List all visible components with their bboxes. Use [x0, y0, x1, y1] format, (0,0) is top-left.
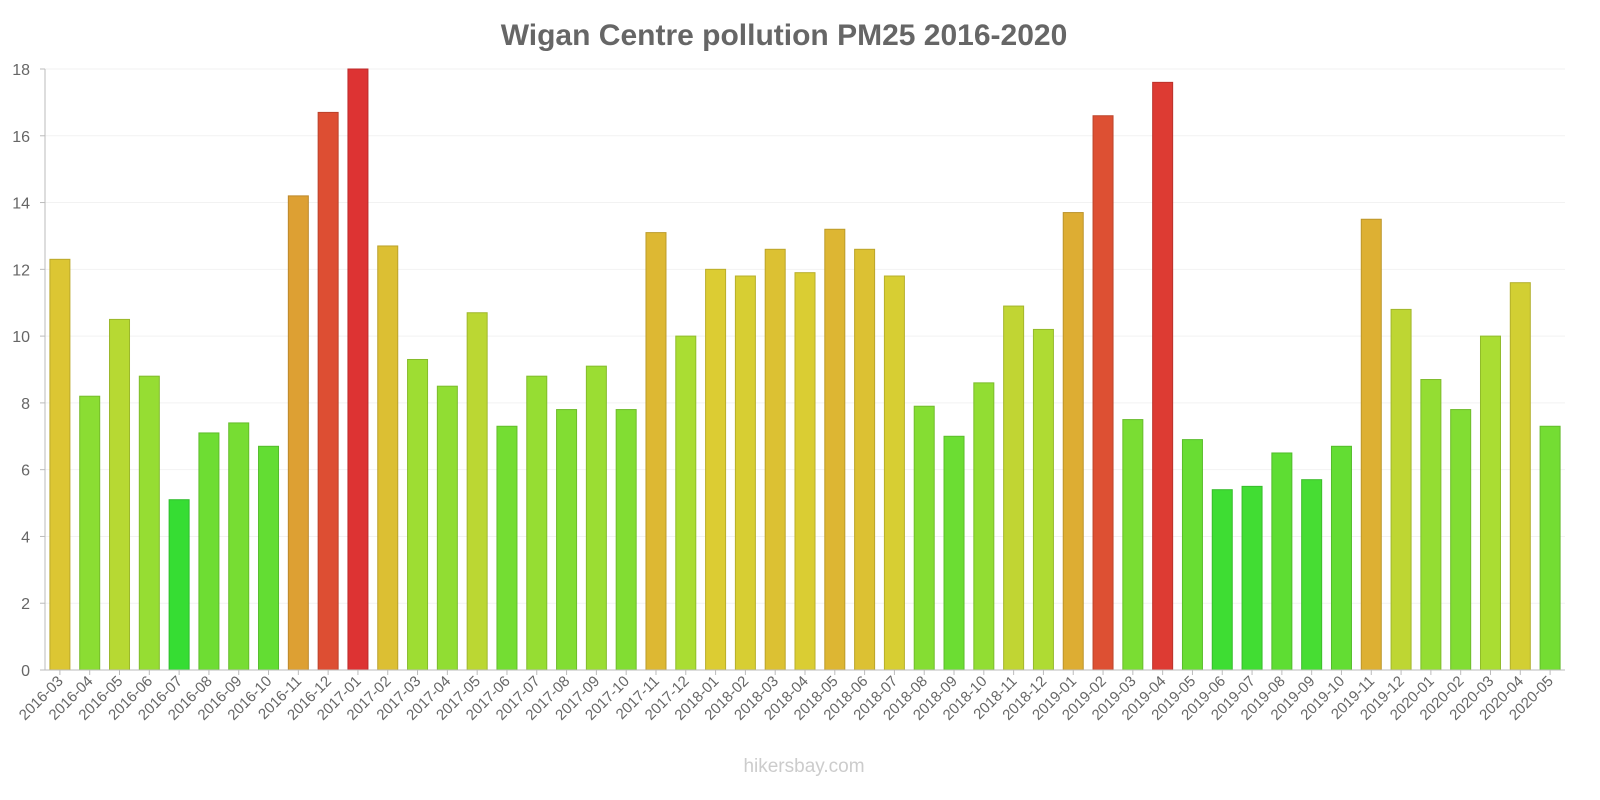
bar-2020-04 — [1509, 282, 1531, 671]
y-tick-label: 10 — [12, 329, 30, 346]
bar-2018-08 — [913, 405, 935, 671]
y-tick-label: 0 — [21, 663, 30, 680]
bar-2020-01 — [1420, 379, 1442, 671]
chart-title: Wigan Centre pollution PM25 2016-2020 — [501, 19, 1068, 52]
bar-2020-02 — [1450, 409, 1472, 671]
y-tick-label: 8 — [21, 396, 30, 413]
bar-2017-07 — [526, 375, 548, 671]
y-tick-label: 18 — [12, 62, 30, 79]
bar-2019-02 — [1092, 115, 1114, 671]
bar-2017-03 — [407, 358, 429, 671]
bar-2019-07 — [1241, 485, 1263, 671]
x-tick-labels: 2016-032016-042016-052016-062016-072016-… — [16, 670, 1557, 724]
bar-2019-05 — [1181, 439, 1203, 671]
bar-2018-01 — [705, 268, 727, 671]
bar-2017-02 — [377, 245, 399, 671]
bar-2018-10 — [973, 382, 995, 671]
bar-2018-04 — [794, 272, 816, 671]
bar-2017-09 — [585, 365, 607, 671]
bar-2017-06 — [496, 425, 518, 671]
bar-2020-05 — [1539, 425, 1561, 671]
bar-2018-02 — [734, 275, 756, 671]
bar-2019-09 — [1301, 479, 1323, 671]
bars — [49, 68, 1561, 671]
y-tick-label: 2 — [21, 596, 30, 613]
bar-2019-11 — [1360, 218, 1382, 671]
bar-2020-03 — [1479, 335, 1501, 671]
y-tick-label: 14 — [12, 196, 30, 213]
bar-2016-08 — [198, 432, 220, 671]
bar-2018-12 — [1032, 328, 1054, 671]
bar-2019-01 — [1062, 212, 1084, 671]
bar-2017-08 — [556, 409, 578, 671]
bar-2016-11 — [287, 195, 309, 671]
bar-2017-11 — [645, 232, 667, 671]
bar-2016-03 — [49, 258, 71, 671]
bar-2019-10 — [1330, 445, 1352, 671]
bar-2019-03 — [1122, 419, 1144, 671]
y-tick-label: 4 — [21, 529, 30, 546]
watermark: hikersbay.com — [743, 756, 864, 777]
bar-2017-10 — [615, 409, 637, 671]
bar-2016-10 — [258, 445, 280, 671]
bar-2016-09 — [228, 422, 250, 671]
bar-2016-12 — [317, 111, 339, 671]
bar-2017-01 — [347, 68, 369, 671]
y-tick-label: 12 — [12, 262, 30, 279]
bar-2017-12 — [675, 335, 697, 671]
bar-2018-06 — [854, 248, 876, 671]
bar-2018-09 — [943, 435, 965, 671]
bar-2016-06 — [138, 375, 160, 671]
bar-2019-08 — [1271, 452, 1293, 671]
bar-2016-07 — [168, 499, 190, 671]
bar-2019-04 — [1152, 81, 1174, 671]
bar-2018-11 — [1003, 305, 1025, 671]
bar-2017-05 — [466, 312, 488, 671]
y-tick-label: 16 — [12, 129, 30, 146]
bar-2018-03 — [764, 248, 786, 671]
bar-2016-04 — [79, 395, 101, 671]
bar-2019-12 — [1390, 308, 1412, 671]
bar-2018-07 — [883, 275, 905, 671]
bar-2017-04 — [436, 385, 458, 671]
bar-2016-05 — [109, 318, 131, 671]
bar-2019-06 — [1211, 489, 1233, 671]
bar-2018-05 — [824, 228, 846, 671]
y-tick-label: 6 — [21, 463, 30, 480]
